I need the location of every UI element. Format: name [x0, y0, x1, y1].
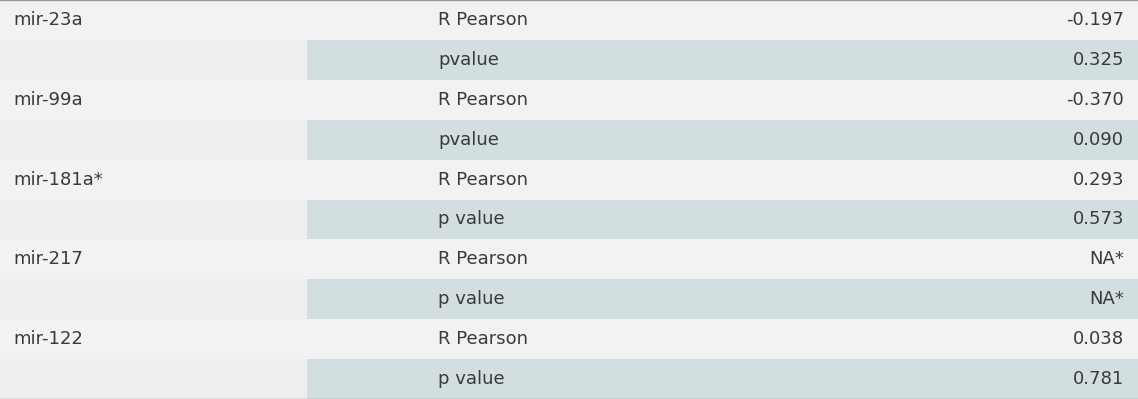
Text: 0.325: 0.325: [1073, 51, 1124, 69]
Bar: [0, 80, 1138, 120]
Text: p value: p value: [438, 370, 505, 388]
Bar: [0, 120, 1138, 160]
Text: 0.573: 0.573: [1073, 210, 1124, 229]
Bar: [0, 279, 307, 319]
Text: mir-99a: mir-99a: [14, 91, 83, 109]
Bar: [0, 40, 307, 80]
Bar: [0, 200, 1138, 239]
Text: mir-122: mir-122: [14, 330, 83, 348]
Text: -0.197: -0.197: [1066, 11, 1124, 29]
Text: 0.038: 0.038: [1073, 330, 1124, 348]
Bar: [0, 279, 1138, 319]
Text: pvalue: pvalue: [438, 130, 498, 149]
Bar: [0, 200, 307, 239]
Bar: [0, 359, 307, 399]
Bar: [0, 120, 307, 160]
Text: R Pearson: R Pearson: [438, 330, 528, 348]
Text: R Pearson: R Pearson: [438, 170, 528, 189]
Text: p value: p value: [438, 290, 505, 308]
Text: mir-23a: mir-23a: [14, 11, 83, 29]
Text: p value: p value: [438, 210, 505, 229]
Text: pvalue: pvalue: [438, 51, 498, 69]
Text: 0.781: 0.781: [1073, 370, 1124, 388]
Bar: [0, 0, 1138, 40]
Bar: [0, 160, 1138, 200]
Bar: [0, 239, 1138, 279]
Text: 0.293: 0.293: [1073, 170, 1124, 189]
Bar: [0, 40, 1138, 80]
Text: R Pearson: R Pearson: [438, 91, 528, 109]
Text: mir-181a*: mir-181a*: [14, 170, 104, 189]
Text: mir-217: mir-217: [14, 250, 83, 269]
Text: NA*: NA*: [1089, 290, 1124, 308]
Text: -0.370: -0.370: [1066, 91, 1124, 109]
Text: R Pearson: R Pearson: [438, 250, 528, 269]
Text: NA*: NA*: [1089, 250, 1124, 269]
Text: 0.090: 0.090: [1073, 130, 1124, 149]
Text: R Pearson: R Pearson: [438, 11, 528, 29]
Bar: [0, 359, 1138, 399]
Bar: [0, 319, 1138, 359]
